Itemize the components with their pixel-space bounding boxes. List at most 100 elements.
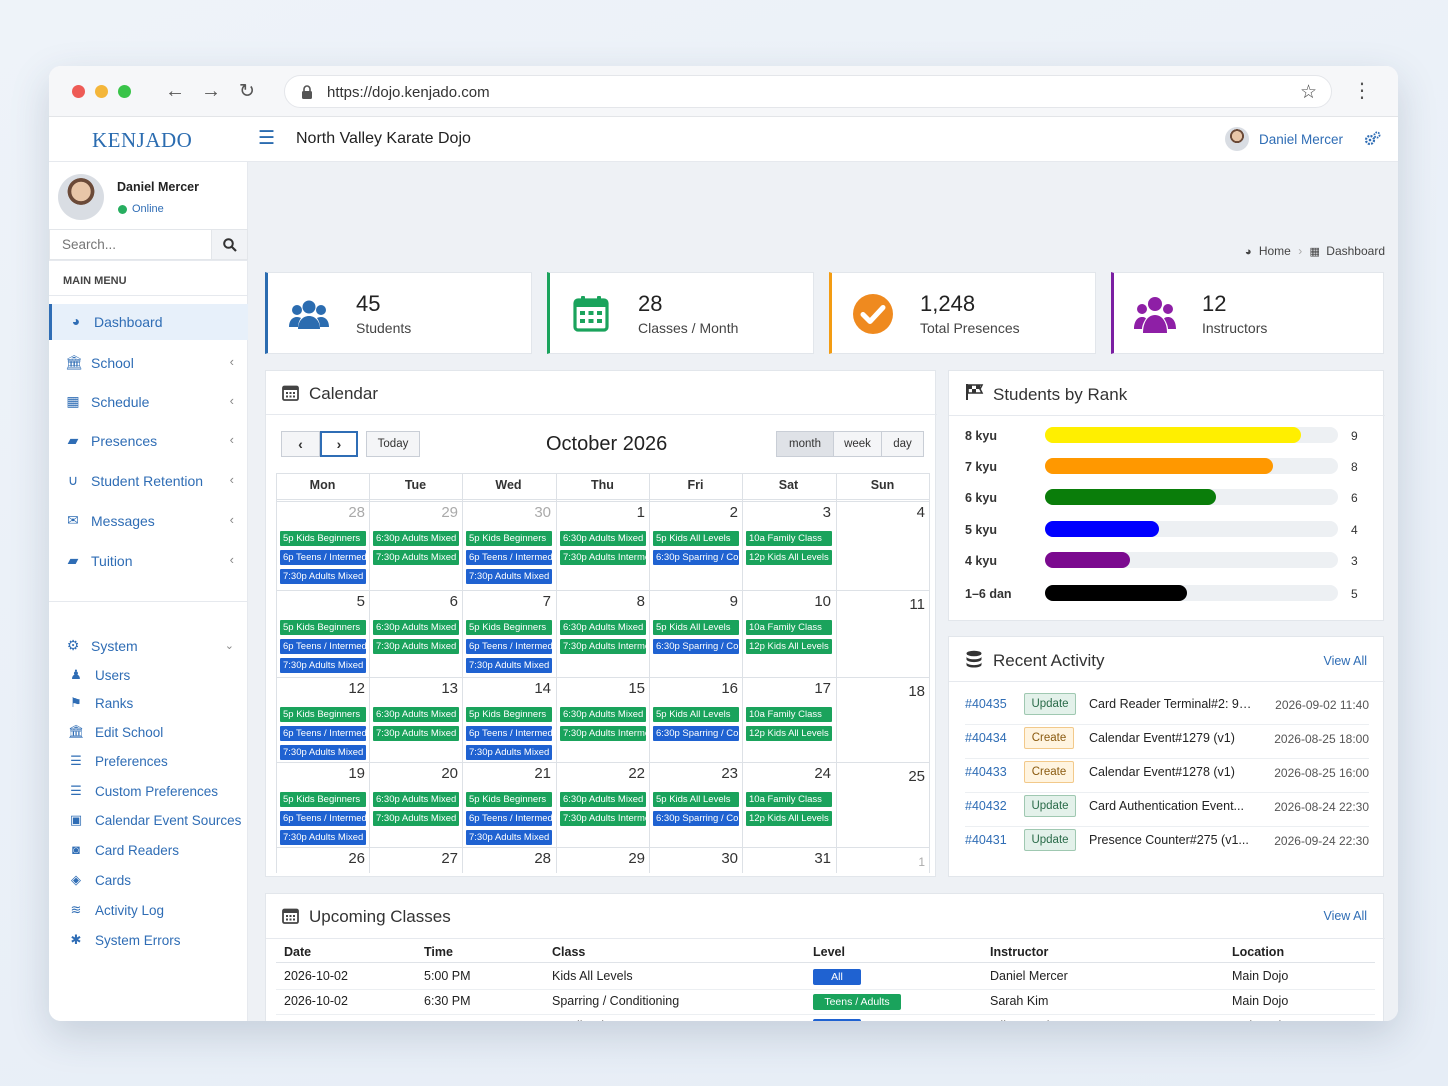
calendar-event[interactable]: 6:30p Sparring / Co	[653, 639, 739, 654]
calendar-event[interactable]: 6:30p Sparring / Co	[653, 811, 739, 826]
calendar-event[interactable]: 6p Teens / Intermed	[466, 550, 552, 565]
sidebar-subitem-system-errors[interactable]: ✱ System Errors	[49, 927, 248, 953]
sidebar-subitem-ranks[interactable]: ⚑ Ranks	[49, 690, 248, 716]
calendar-event[interactable]: 6p Teens / Intermed	[280, 811, 366, 826]
breadcrumb-home[interactable]: Home	[1258, 244, 1291, 258]
calendar-event[interactable]: 6p Teens / Intermed	[466, 726, 552, 741]
calendar-day-cell[interactable]: 30 5p Kids Beginners 6p Teens / Intermed 7:…	[462, 501, 555, 590]
calendar-day-cell[interactable]: 24 10a Family Class 12p Kids All Levels	[742, 762, 835, 847]
calendar-event[interactable]: 5p Kids Beginners	[280, 792, 366, 807]
calendar-day-cell[interactable]: 30	[649, 847, 742, 875]
activity-id-link[interactable]: #40431	[965, 833, 1007, 847]
calendar-day-cell[interactable]: 27	[369, 847, 462, 875]
calendar-event[interactable]: 7:30p Adults Mixed	[280, 569, 366, 584]
calendar-day-cell[interactable]: 1 6:30p Adults Mixed 7:30p Adults Intermed	[556, 501, 649, 590]
activity-row[interactable]: #40432 Update Card Authentication Event...…	[949, 795, 1385, 827]
calendar-event[interactable]: 5p Kids All Levels	[653, 531, 739, 546]
calendar-day-cell[interactable]: 19 5p Kids Beginners 6p Teens / Intermed 7:…	[276, 762, 369, 847]
calendar-event[interactable]: 7:30p Adults Mixed	[280, 745, 366, 760]
calendar-event[interactable]: 6:30p Adults Mixed	[373, 707, 459, 722]
calendar-next-button[interactable]: ›	[320, 431, 358, 457]
close-window-button[interactable]	[72, 85, 85, 98]
calendar-day-cell[interactable]: 5 5p Kids Beginners 6p Teens / Intermed 7:3…	[276, 590, 369, 677]
calendar-event[interactable]: 6:30p Adults Mixed	[560, 620, 646, 635]
calendar-event[interactable]: 6p Teens / Intermed	[280, 550, 366, 565]
sidebar-item-student-retention[interactable]: ∪ Student Retention ‹	[49, 463, 248, 499]
browser-menu-icon[interactable]: ⋮	[1352, 80, 1372, 102]
calendar-event[interactable]: 6p Teens / Intermed	[280, 726, 366, 741]
calendar-prev-button[interactable]: ‹	[281, 431, 320, 457]
calendar-event[interactable]: 10a Family Class	[746, 620, 832, 635]
activity-row[interactable]: #40434 Create Calendar Event#1279 (v1) 2026…	[949, 727, 1385, 759]
calendar-event[interactable]: 7:30p Adults Intermed	[560, 811, 646, 826]
sidebar-item-school[interactable]: 🏛 School ‹	[49, 345, 248, 381]
user-avatar-small[interactable]	[1225, 127, 1249, 151]
sidebar-subitem-card-readers[interactable]: ◙ Card Readers	[49, 837, 248, 863]
calendar-event[interactable]: 6:30p Adults Mixed	[373, 620, 459, 635]
calendar-event[interactable]: 6p Teens / Intermed	[280, 639, 366, 654]
stat-card-students[interactable]: 45 Students	[265, 272, 532, 354]
sidebar-subitem-calendar-event-sources[interactable]: ▣ Calendar Event Sources	[49, 807, 248, 833]
activity-view-all-link[interactable]: View All	[1323, 654, 1367, 668]
calendar-event[interactable]: 7:30p Adults Mixed	[466, 569, 552, 584]
table-row[interactable]: 2026-10-03 10:00 AM Family Class All Mike Ta…	[266, 1019, 1385, 1021]
calendar-event[interactable]: 7:30p Adults Intermed	[560, 639, 646, 654]
activity-row[interactable]: #40433 Create Calendar Event#1278 (v1) 2026…	[949, 761, 1385, 793]
stat-card-instructors[interactable]: 12 Instructors	[1111, 272, 1384, 354]
calendar-event[interactable]: 12p Kids All Levels	[746, 726, 832, 741]
table-row[interactable]: 2026-10-02 6:30 PM Sparring / Conditioning…	[266, 994, 1385, 1018]
calendar-event[interactable]: 5p Kids Beginners	[466, 531, 552, 546]
calendar-day-cell[interactable]: 20 6:30p Adults Mixed 7:30p Adults Mixed	[369, 762, 462, 847]
calendar-event[interactable]: 10a Family Class	[746, 707, 832, 722]
calendar-event[interactable]: 7:30p Adults Mixed	[373, 726, 459, 741]
sidebar-subitem-custom-preferences[interactable]: ☰ Custom Preferences	[49, 778, 248, 804]
calendar-event[interactable]: 7:30p Adults Intermed	[560, 726, 646, 741]
calendar-day-cell[interactable]: 9 5p Kids All Levels 6:30p Sparring / Co	[649, 590, 742, 677]
stat-card-classes[interactable]: 28 Classes / Month	[547, 272, 814, 354]
calendar-event[interactable]: 6:30p Adults Mixed	[373, 531, 459, 546]
sidebar-item-schedule[interactable]: ▦ Schedule ‹	[49, 384, 248, 420]
calendar-event[interactable]: 7:30p Adults Mixed	[280, 658, 366, 673]
table-header[interactable]: Location	[1232, 945, 1285, 959]
calendar-event[interactable]: 5p Kids Beginners	[466, 792, 552, 807]
calendar-event[interactable]: 12p Kids All Levels	[746, 811, 832, 826]
sidebar-subitem-activity-log[interactable]: ≋ Activity Log	[49, 897, 248, 923]
activity-id-link[interactable]: #40433	[965, 765, 1007, 779]
calendar-event[interactable]: 6:30p Adults Mixed	[560, 531, 646, 546]
calendar-event[interactable]: 7:30p Adults Mixed	[373, 639, 459, 654]
sidebar-subitem-preferences[interactable]: ☰ Preferences	[49, 748, 248, 774]
calendar-day-cell[interactable]: 29 6:30p Adults Mixed 7:30p Adults Mixed	[369, 501, 462, 590]
calendar-day-cell[interactable]: 4	[836, 501, 929, 590]
calendar-event[interactable]: 5p Kids Beginners	[466, 620, 552, 635]
back-arrow-icon[interactable]: ←	[165, 80, 185, 102]
table-header[interactable]: Level	[813, 945, 845, 959]
calendar-day-cell[interactable]: 23 5p Kids All Levels 6:30p Sparring / Co	[649, 762, 742, 847]
calendar-day-cell[interactable]: 10 10a Family Class 12p Kids All Levels	[742, 590, 835, 677]
minimize-window-button[interactable]	[95, 85, 108, 98]
stat-card-presences[interactable]: 1,248 Total Presences	[829, 272, 1096, 354]
calendar-event[interactable]: 7:30p Adults Mixed	[466, 830, 552, 845]
table-header[interactable]: Date	[284, 945, 312, 959]
hamburger-menu-icon[interactable]: ☰	[258, 128, 276, 149]
calendar-event[interactable]: 5p Kids Beginners	[280, 531, 366, 546]
calendar-event[interactable]: 7:30p Adults Mixed	[373, 550, 459, 565]
calendar-event[interactable]: 6:30p Sparring / Co	[653, 550, 739, 565]
app-logo[interactable]: KENJADO	[92, 128, 193, 152]
table-row[interactable]: 2026-10-02 5:00 PM Kids All Levels All Danie…	[266, 969, 1385, 993]
maximize-window-button[interactable]	[118, 85, 131, 98]
calendar-event[interactable]: 5p Kids All Levels	[653, 620, 739, 635]
calendar-event[interactable]: 6:30p Adults Mixed	[373, 792, 459, 807]
sidebar-search-button[interactable]	[211, 229, 248, 260]
calendar-event[interactable]: 10a Family Class	[746, 792, 832, 807]
sidebar-item-tuition[interactable]: ▰ Tuition ‹	[49, 543, 248, 579]
calendar-day-cell[interactable]: 31	[742, 847, 835, 875]
calendar-event[interactable]: 6:30p Sparring / Co	[653, 726, 739, 741]
settings-gears-icon[interactable]	[1364, 131, 1381, 147]
calendar-event[interactable]: 5p Kids Beginners	[280, 707, 366, 722]
activity-id-link[interactable]: #40434	[965, 731, 1007, 745]
upcoming-view-all-link[interactable]: View All	[1323, 909, 1367, 923]
calendar-day-cell[interactable]: 28 5p Kids Beginners 6p Teens / Intermed 7:…	[276, 501, 369, 590]
calendar-day-cell[interactable]: 18	[836, 677, 929, 762]
sidebar-search-input[interactable]	[49, 229, 211, 260]
sidebar-subitem-users[interactable]: ♟ Users	[49, 662, 248, 688]
